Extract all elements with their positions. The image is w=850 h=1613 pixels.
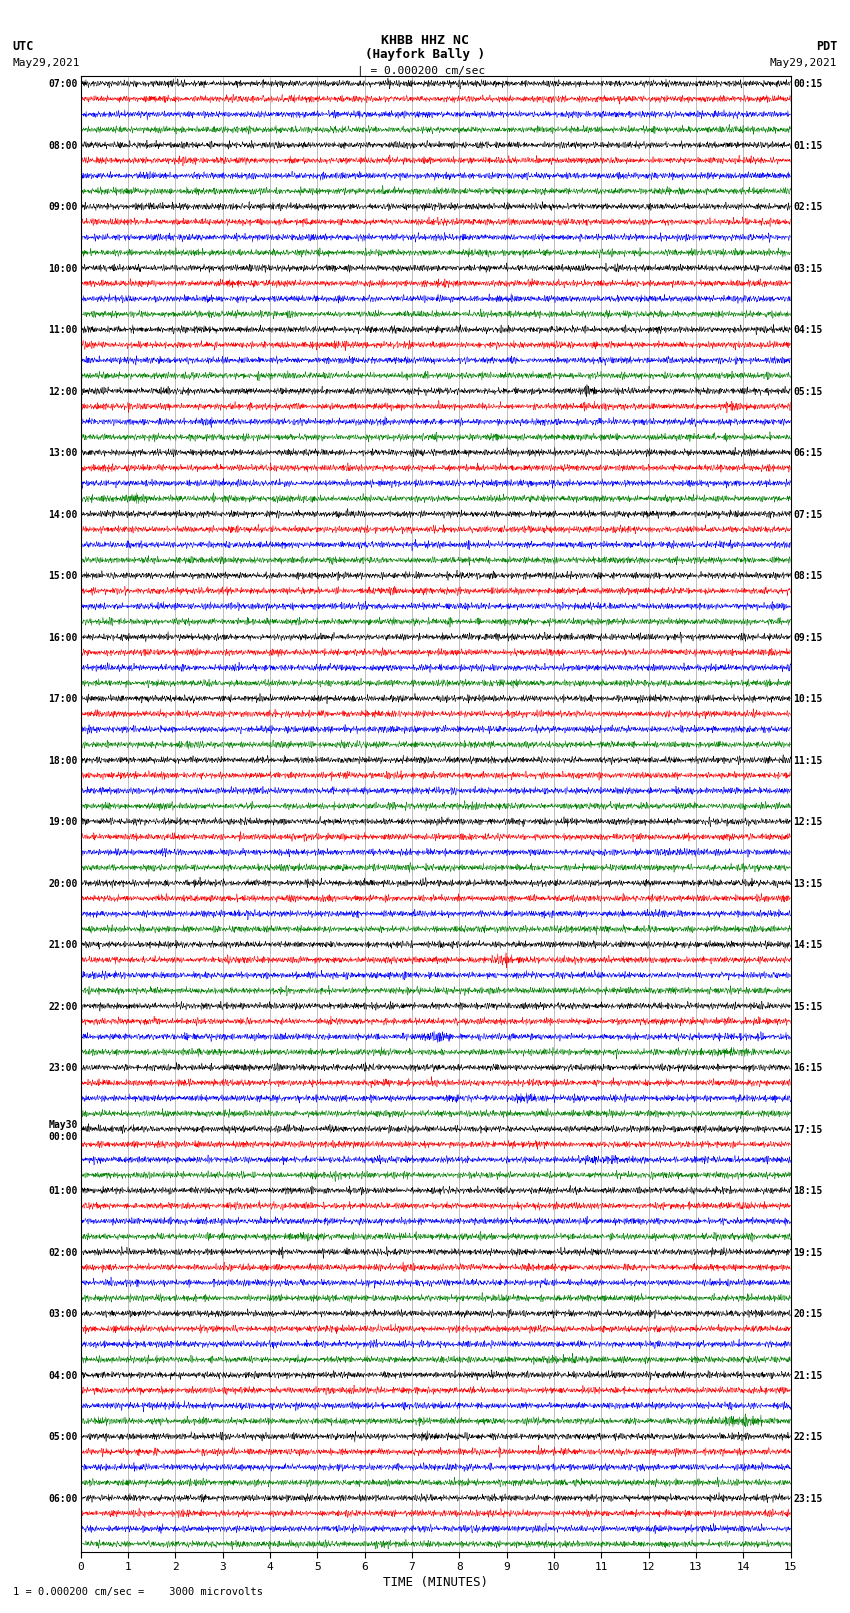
Text: KHBB HHZ NC: KHBB HHZ NC [381,34,469,47]
X-axis label: TIME (MINUTES): TIME (MINUTES) [383,1576,488,1589]
Text: | = 0.000200 cm/sec: | = 0.000200 cm/sec [357,65,485,76]
Text: May29,2021: May29,2021 [13,58,80,68]
Text: UTC: UTC [13,40,34,53]
Text: May29,2021: May29,2021 [770,58,837,68]
Text: (Hayfork Bally ): (Hayfork Bally ) [365,48,485,61]
Text: 1 = 0.000200 cm/sec =    3000 microvolts: 1 = 0.000200 cm/sec = 3000 microvolts [13,1587,263,1597]
Text: PDT: PDT [816,40,837,53]
